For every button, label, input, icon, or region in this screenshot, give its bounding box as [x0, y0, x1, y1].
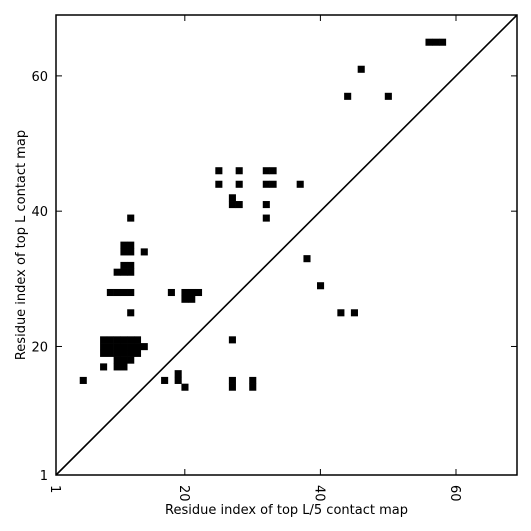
contact-cell — [140, 248, 148, 256]
contact-cell — [439, 38, 447, 46]
contact-cell — [337, 309, 345, 317]
contact-cell — [140, 343, 148, 351]
contact-cell — [228, 383, 236, 391]
contact-cell — [269, 180, 277, 188]
contact-cell — [79, 376, 87, 384]
contact-cell — [120, 248, 128, 256]
contact-cell — [384, 92, 392, 100]
contact-cell — [228, 194, 236, 202]
contact-cell — [235, 167, 243, 175]
contact-cell — [120, 261, 128, 269]
x-axis-label: Residue index of top L/5 contact map — [165, 503, 408, 518]
contact-cell — [120, 349, 128, 357]
contact-cell — [127, 248, 135, 256]
contact-cell — [113, 288, 121, 297]
y-axis-label: Residue index of top L contact map — [14, 130, 29, 360]
contact-cell — [120, 356, 128, 364]
contact-cell — [127, 343, 135, 351]
contact-cell — [262, 180, 270, 188]
contact-cell — [106, 343, 114, 351]
contact-cell — [317, 282, 325, 290]
x-tick-label: 40 — [311, 485, 326, 502]
contact-cell — [100, 336, 108, 344]
contact-cell — [296, 180, 304, 188]
contact-cell — [174, 376, 182, 384]
contact-cell — [235, 180, 243, 188]
plot-frame — [55, 14, 518, 476]
contact-cell — [120, 336, 128, 344]
contact-cell — [249, 376, 257, 384]
contact-cell — [181, 383, 189, 391]
diagonal-line — [55, 14, 518, 476]
contact-cell — [303, 255, 311, 263]
contact-cell — [357, 65, 365, 73]
contact-cell — [344, 92, 352, 100]
contact-cell — [120, 343, 128, 351]
x-tick-label: 1 — [47, 485, 62, 493]
contact-cell — [181, 288, 189, 297]
y-tick-label: 60 — [31, 70, 48, 85]
contact-cell — [120, 363, 128, 371]
contact-cell — [194, 288, 203, 297]
contact-cell — [127, 288, 135, 297]
contact-cell — [127, 356, 135, 364]
y-tick-label: 20 — [31, 340, 48, 355]
contact-cell — [215, 180, 223, 188]
contact-cell — [113, 268, 121, 276]
contact-cell — [127, 349, 135, 357]
contact-cell — [100, 363, 108, 371]
contact-cell — [113, 349, 121, 357]
contact-cell — [228, 376, 236, 384]
contact-cell — [262, 214, 270, 222]
contact-cell — [100, 343, 108, 351]
contact-cell — [161, 376, 169, 384]
contact-cell — [120, 241, 128, 249]
contact-cell — [228, 201, 236, 209]
x-tick-label: 20 — [176, 485, 191, 502]
contact-cell — [262, 201, 270, 209]
contact-cell — [100, 349, 108, 357]
contact-cell — [127, 336, 135, 344]
contact-cell — [350, 309, 358, 317]
contact-cell — [127, 261, 135, 269]
contact-cell — [188, 295, 196, 303]
contact-cell — [249, 383, 257, 391]
contact-cell — [120, 288, 128, 297]
contact-cell — [120, 268, 128, 276]
contact-cell — [262, 167, 270, 175]
contact-cell — [181, 295, 189, 303]
contact-cell — [133, 349, 142, 357]
contact-cell — [269, 167, 277, 175]
contact-cell — [228, 336, 236, 344]
contact-cell — [113, 336, 121, 344]
contact-cell — [133, 343, 142, 351]
x-tick-label: 60 — [447, 485, 462, 502]
contact-cell — [432, 38, 440, 46]
contact-cell — [113, 363, 121, 371]
axis-ticks: 1 20 40 60 1 20 40 60 — [31, 15, 517, 502]
contact-cell — [425, 38, 433, 46]
contact-cell — [106, 336, 114, 344]
contact-cell — [113, 343, 121, 351]
contact-cell — [127, 268, 135, 276]
contact-cell — [127, 241, 135, 249]
contact-cell — [133, 336, 142, 344]
contact-cells — [79, 38, 447, 391]
y-tick-label: 40 — [31, 205, 48, 220]
contact-cell — [235, 201, 243, 209]
contact-cell — [113, 356, 121, 364]
contact-cell — [127, 214, 135, 222]
contact-cell — [127, 309, 135, 317]
contact-cell — [174, 370, 182, 378]
contact-cell — [106, 288, 114, 297]
y-tick-label: 1 — [40, 469, 48, 484]
contact-cell — [167, 288, 175, 297]
contact-cell — [215, 167, 223, 175]
contact-cell — [188, 288, 196, 297]
contact-cell — [106, 349, 114, 357]
